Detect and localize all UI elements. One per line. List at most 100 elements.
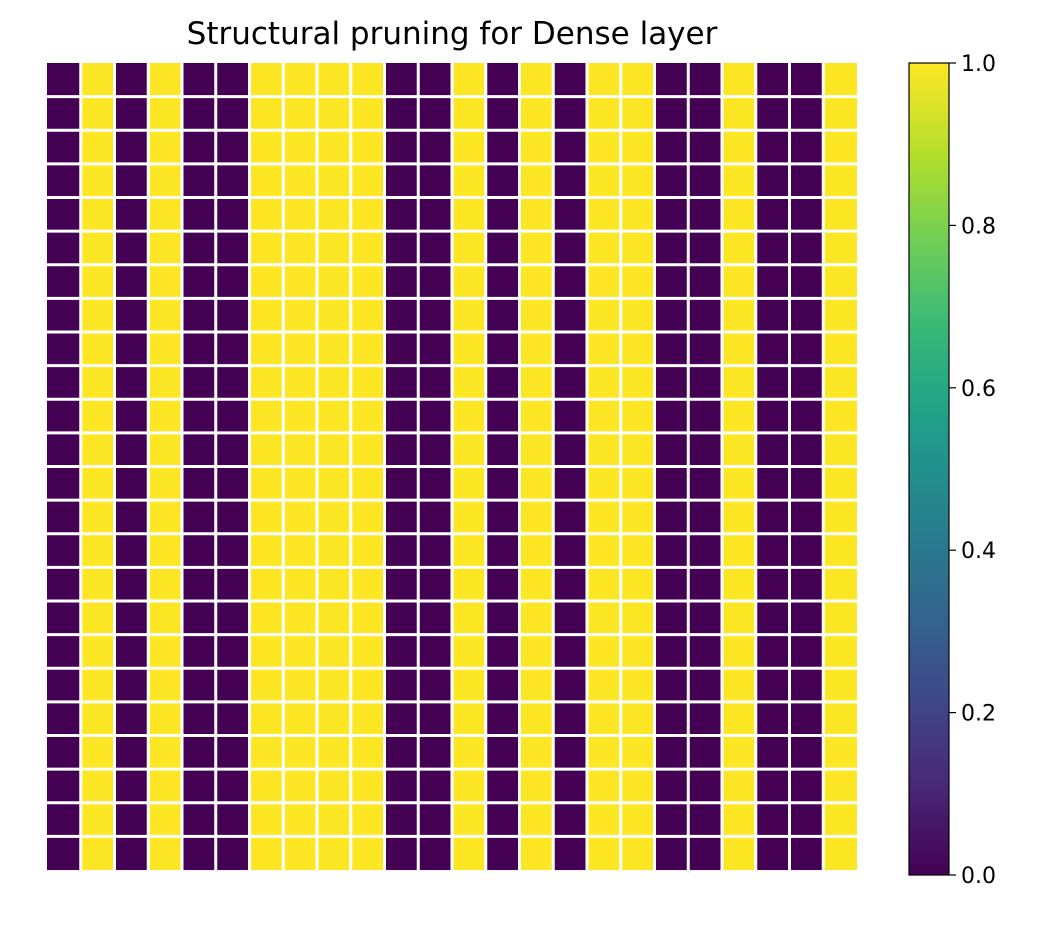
cell-gap-col (113, 63, 116, 870)
cell-gap-col (315, 63, 319, 870)
heatmap-cell (182, 432, 216, 467)
heatmap-cell (620, 163, 655, 198)
heatmap-cell (722, 802, 756, 837)
heatmap-cell (587, 231, 621, 265)
heatmap-cell (789, 836, 824, 871)
heatmap-cell (283, 96, 318, 131)
heatmap-cell (215, 802, 250, 837)
cell-gap-col (720, 63, 724, 870)
heatmap-cell (553, 264, 588, 299)
heatmap-cell (620, 567, 655, 602)
heatmap-cell (654, 399, 689, 433)
heatmap-cell (249, 500, 284, 534)
heatmap-cell (182, 500, 216, 534)
heatmap-cell (823, 735, 858, 770)
heatmap-cell (485, 197, 520, 232)
cell-gap-col (416, 63, 420, 870)
heatmap-cell (215, 769, 250, 803)
heatmap-cell (80, 567, 115, 602)
heatmap-cell (452, 701, 486, 736)
heatmap-cell (519, 567, 554, 602)
heatmap-cell (755, 163, 790, 198)
heatmap-cell (654, 533, 689, 568)
heatmap-cell (654, 96, 689, 131)
heatmap-cell (823, 701, 858, 736)
heatmap-cell (688, 500, 723, 534)
heatmap-cell (80, 802, 115, 837)
heatmap-cell (823, 264, 858, 299)
heatmap-cell (350, 163, 385, 198)
heatmap-cell (350, 332, 385, 366)
heatmap-cell (148, 365, 183, 400)
heatmap-cell (722, 533, 756, 568)
heatmap-cell (688, 668, 723, 702)
heatmap-cell (823, 533, 858, 568)
heatmap-cell (350, 63, 385, 97)
heatmap-cell (789, 197, 824, 232)
heatmap-cell (182, 802, 216, 837)
heatmap-cell (418, 298, 453, 333)
colorbar: 0.0 0.2 0.4 0.6 0.8 1.0 (908, 52, 996, 889)
heatmap-cell (485, 567, 520, 602)
heatmap-cell (519, 735, 554, 770)
heatmap-cell (418, 63, 453, 97)
heatmap-cell (350, 231, 385, 265)
heatmap-cell (350, 365, 385, 400)
heatmap-cell (80, 769, 115, 803)
heatmap-cell (182, 332, 216, 366)
heatmap-cell (418, 567, 453, 602)
heatmap-cell (80, 197, 115, 232)
heatmap-cell (722, 668, 756, 702)
heatmap-cell (755, 399, 790, 433)
heatmap-cell (654, 432, 689, 467)
heatmap-cell (789, 567, 824, 602)
heatmap-cell (688, 332, 723, 366)
heatmap-cell (350, 466, 385, 501)
heatmap-cell (350, 96, 385, 131)
heatmap-cell (114, 163, 149, 198)
heatmap-cell (519, 264, 554, 299)
heatmap-cell (519, 701, 554, 736)
heatmap-cell (148, 231, 183, 265)
heatmap-cell (789, 432, 824, 467)
heatmap-cell (688, 63, 723, 97)
heatmap-cell (317, 802, 351, 837)
heatmap-cell (789, 231, 824, 265)
heatmap-cell (789, 701, 824, 736)
heatmap-cell (789, 332, 824, 366)
heatmap-cell (80, 365, 115, 400)
heatmap-cell (80, 601, 115, 635)
heatmap-cell (148, 769, 183, 803)
heatmap-cell (384, 332, 419, 366)
heatmap-cell (553, 332, 588, 366)
heatmap-cell (452, 130, 486, 164)
heatmap-cell (249, 701, 284, 736)
heatmap-cell (114, 96, 149, 131)
heatmap-cell (789, 96, 824, 131)
heatmap-cell (283, 264, 318, 299)
heatmap-cell (317, 63, 351, 97)
heatmap-cell (114, 264, 149, 299)
heatmap-cell (215, 365, 250, 400)
heatmap-cell (182, 399, 216, 433)
heatmap-cell (620, 63, 655, 97)
heatmap-cell (688, 197, 723, 232)
heatmap-cell (80, 668, 115, 702)
heatmap-cell (148, 332, 183, 366)
heatmap-cell (182, 365, 216, 400)
heatmap-cell (47, 163, 81, 198)
heatmap-cell (452, 836, 486, 871)
heatmap-cell (823, 130, 858, 164)
heatmap-cell (80, 231, 115, 265)
heatmap-cell (688, 836, 723, 871)
cell-gap-col (450, 63, 454, 870)
heatmap-cell (485, 601, 520, 635)
heatmap-cell (654, 197, 689, 232)
heatmap-cell (654, 567, 689, 602)
heatmap-cell (722, 332, 756, 366)
heatmap-cell (215, 735, 250, 770)
heatmap-cell (182, 130, 216, 164)
heatmap-cell (80, 533, 115, 568)
heatmap-cell (47, 298, 81, 333)
heatmap-cell (519, 668, 554, 702)
